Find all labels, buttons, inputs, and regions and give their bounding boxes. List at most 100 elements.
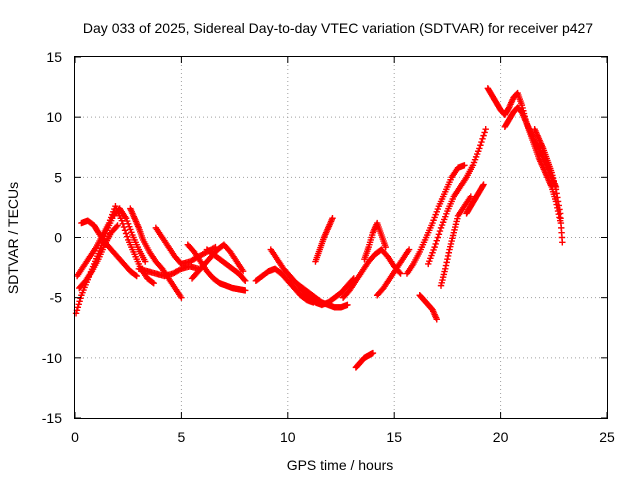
data-point [445, 249, 453, 256]
series-track-w [463, 181, 487, 217]
data-point [480, 132, 487, 139]
series-track-v [437, 193, 475, 289]
series-track-d [76, 222, 121, 292]
data-point [133, 272, 140, 280]
x-tick-label: 10 [280, 429, 296, 445]
plot-frame [74, 56, 608, 419]
data-point [433, 316, 440, 323]
data-point [132, 272, 139, 279]
data-point [240, 276, 248, 283]
series-track-s [403, 162, 468, 277]
y-tick-label: -5 [50, 290, 63, 306]
data-point [149, 279, 156, 286]
series-track-q [352, 349, 377, 371]
data-point [461, 162, 468, 169]
data-point [397, 270, 404, 277]
data-point [556, 206, 563, 213]
data-point [118, 217, 126, 224]
data-point [477, 142, 484, 149]
data-point [178, 294, 185, 301]
y-tick-label: 5 [54, 169, 62, 185]
series-track-p [361, 219, 389, 263]
series-track-g [135, 263, 202, 280]
data-point [479, 135, 486, 143]
data-point [74, 304, 82, 311]
data-point [405, 246, 413, 253]
data-point [481, 129, 488, 136]
data-points [72, 85, 566, 371]
axis-ticks: 0 5 10 15 20 25 -15 -10 -5 0 5 10 15 [42, 49, 615, 445]
y-tick-label: -15 [42, 410, 62, 426]
data-point [329, 215, 336, 222]
data-point [434, 234, 442, 241]
x-tick-label: 15 [386, 429, 402, 445]
data-point [432, 240, 439, 248]
data-point [480, 181, 487, 188]
data-point [114, 222, 121, 229]
data-point [435, 231, 443, 238]
data-point [436, 227, 444, 235]
x-tick-label: 20 [493, 429, 509, 445]
y-tick-label: -10 [42, 350, 62, 366]
data-point [113, 223, 120, 230]
data-point [442, 265, 449, 272]
series-track-r [373, 246, 413, 299]
series-track-k [252, 265, 317, 306]
data-point [344, 301, 351, 309]
x-axis-label: GPS time / hours [287, 457, 394, 473]
data-point [150, 280, 157, 287]
data-point [176, 266, 184, 273]
data-point [239, 267, 247, 275]
x-tick-label: 0 [71, 429, 79, 445]
y-axis-label: SDTVAR / TECUs [5, 182, 21, 294]
data-point [554, 198, 562, 205]
data-point [76, 298, 83, 305]
data-point [553, 190, 560, 197]
series-track-e [127, 205, 185, 301]
series-track-b [73, 203, 157, 287]
series-track-y [501, 104, 564, 224]
data-point [75, 301, 82, 308]
data-point [467, 193, 475, 200]
series-track-j [203, 246, 249, 285]
data-point [554, 194, 561, 201]
y-tick-label: 10 [46, 109, 62, 125]
y-tick-label: 0 [54, 230, 62, 246]
data-point [555, 211, 562, 218]
data-point [431, 243, 438, 251]
data-point [513, 90, 521, 98]
data-point [552, 186, 560, 193]
y-tick-label: 15 [46, 49, 62, 65]
data-point [443, 259, 450, 266]
data-point [479, 182, 487, 189]
data-point [120, 223, 128, 231]
series-track-z [531, 126, 566, 246]
data-point [482, 126, 489, 133]
data-point [77, 295, 84, 302]
series-track-t [416, 292, 440, 323]
data-point [121, 227, 129, 234]
chart-title: Day 033 of 2025, Sidereal Day-to-day VTE… [83, 20, 593, 36]
data-point [242, 277, 249, 285]
data-point [444, 252, 452, 260]
data-point [122, 230, 130, 237]
x-tick-label: 25 [599, 429, 615, 445]
data-point [142, 258, 149, 265]
data-point [72, 310, 80, 317]
data-point [242, 287, 249, 294]
data-point [369, 349, 377, 357]
series-track-u [425, 126, 489, 268]
series-track-h [184, 241, 249, 294]
series-track-n [312, 215, 336, 265]
data-point [476, 145, 483, 152]
data-point [123, 233, 131, 240]
data-point [442, 262, 450, 269]
data-point [119, 220, 127, 228]
data-point [433, 237, 440, 244]
data-point [556, 214, 563, 221]
data-point [444, 255, 451, 263]
data-point [478, 138, 485, 146]
x-tick-label: 5 [178, 429, 186, 445]
